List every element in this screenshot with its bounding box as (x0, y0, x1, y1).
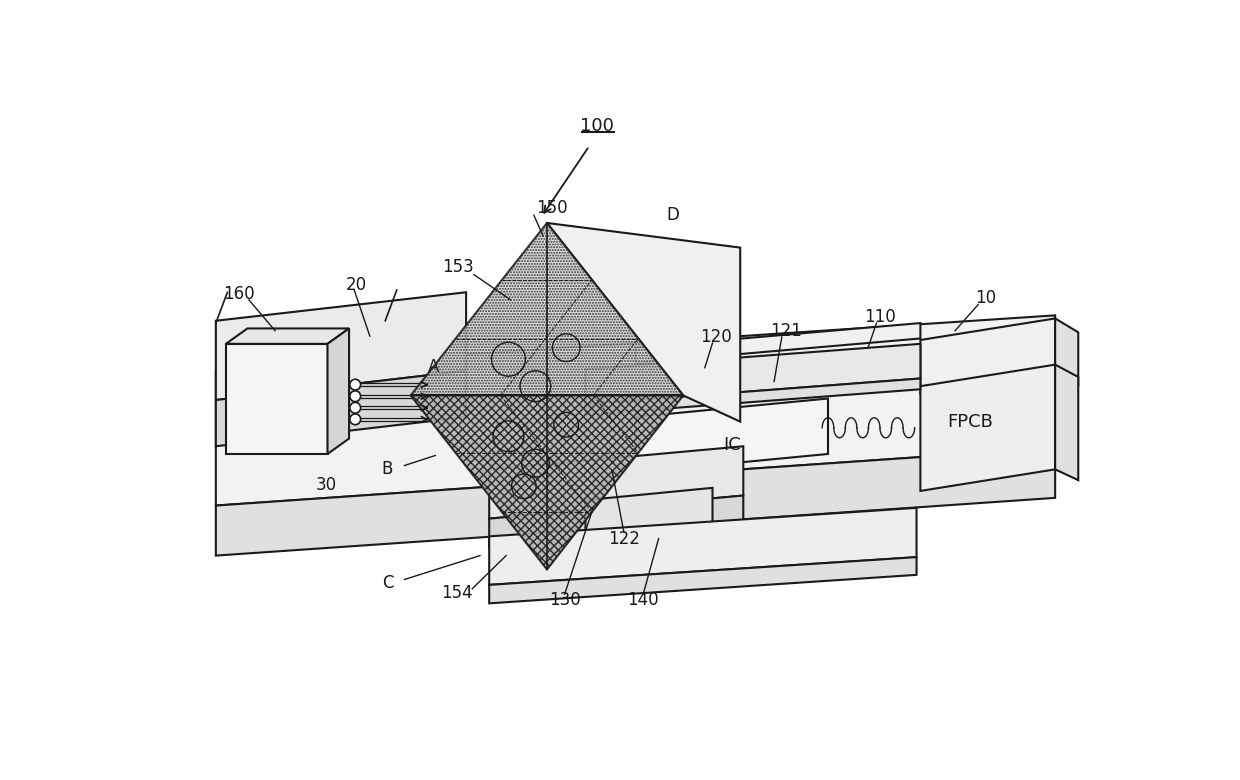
Polygon shape (585, 488, 713, 539)
Polygon shape (490, 446, 743, 519)
Polygon shape (216, 292, 466, 400)
Text: IC: IC (723, 436, 740, 454)
Polygon shape (327, 328, 350, 454)
Polygon shape (226, 344, 327, 454)
Polygon shape (490, 495, 743, 548)
Text: A: A (428, 358, 439, 376)
Text: 120: 120 (701, 328, 733, 346)
Text: 121: 121 (770, 322, 801, 340)
Text: 140: 140 (627, 591, 658, 609)
Text: B: B (382, 460, 393, 478)
Polygon shape (410, 223, 683, 395)
Text: 10: 10 (976, 289, 997, 307)
Polygon shape (585, 378, 920, 415)
Polygon shape (635, 323, 920, 363)
Polygon shape (490, 557, 916, 604)
Polygon shape (1055, 364, 1079, 480)
Text: 30: 30 (315, 476, 336, 494)
Polygon shape (920, 364, 1055, 491)
Polygon shape (410, 395, 683, 569)
Circle shape (350, 391, 361, 402)
Circle shape (350, 402, 361, 413)
Polygon shape (635, 399, 828, 473)
Polygon shape (216, 370, 466, 446)
Polygon shape (216, 448, 1055, 555)
Polygon shape (226, 328, 350, 344)
Text: 154: 154 (441, 583, 472, 601)
Text: 160: 160 (223, 285, 254, 303)
Polygon shape (585, 344, 920, 404)
Polygon shape (1055, 318, 1079, 385)
Text: 20: 20 (346, 275, 367, 293)
Polygon shape (920, 318, 1055, 394)
Circle shape (350, 414, 361, 424)
Text: D: D (666, 206, 678, 225)
Circle shape (350, 379, 361, 390)
Polygon shape (216, 315, 1055, 505)
Text: 122: 122 (608, 530, 640, 548)
Text: 110: 110 (864, 308, 897, 326)
Polygon shape (547, 223, 740, 422)
Text: 100: 100 (580, 117, 614, 135)
Polygon shape (490, 508, 916, 585)
Text: 130: 130 (549, 591, 580, 609)
Text: C: C (382, 574, 393, 592)
Text: 150: 150 (537, 199, 568, 217)
Text: FPCB: FPCB (947, 413, 993, 431)
Text: 153: 153 (443, 258, 474, 276)
